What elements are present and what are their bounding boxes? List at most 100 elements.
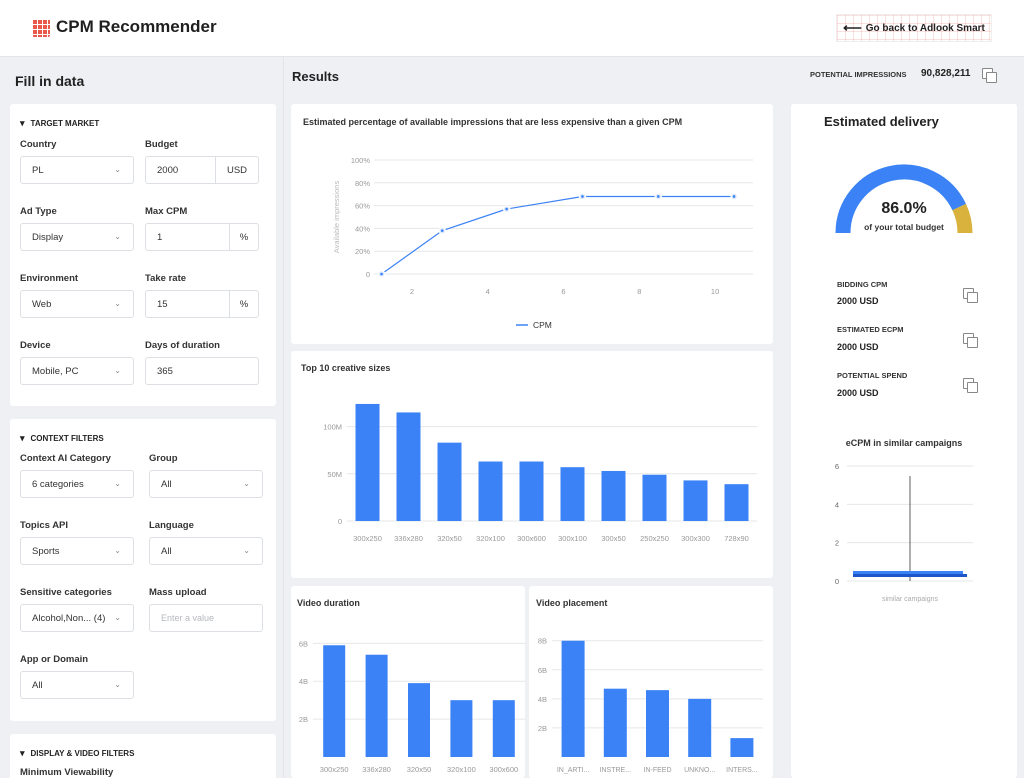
bar [437,442,462,521]
group-select[interactable]: All ⌄ [149,470,263,498]
app-domain-select[interactable]: All ⌄ [20,671,134,699]
chevron-down-icon: ⌄ [243,479,250,488]
panel-title: Fill in data [15,73,85,89]
copy-icon[interactable] [982,68,997,83]
x-tick-label: 300x600 [489,765,518,774]
max-cpm-input[interactable]: 1 % [145,223,259,251]
app-domain-label: App or Domain [20,654,89,665]
bar [683,480,708,521]
ad-type-select[interactable]: Display ⌄ [20,223,134,251]
copy-icon[interactable] [963,288,978,303]
x-tick-label: 300x50 [601,534,626,543]
fill-in-data-panel: Fill in data ▾ TARGET MARKET Country PL … [0,57,284,778]
copy-icon[interactable] [963,333,978,348]
bar [560,467,585,521]
sensitive-select[interactable]: Alcohol,Non... (4) ⌄ [20,604,134,632]
x-tick-label: INSTRE... [600,767,632,774]
results-title: Results [292,69,339,84]
display-video-toggle[interactable]: ▾ DISPLAY & VIDEO FILTERS [20,748,135,758]
group-label: Group [149,453,178,464]
bar [730,738,754,757]
language-select[interactable]: All ⌄ [149,537,263,565]
y-tick-label: 40% [355,224,370,233]
min-viewability-label: Minimum Viewability [20,767,114,778]
take-rate-input[interactable]: 15 % [145,290,259,318]
video-placement-chart: 2B 4B 6B 8B IN_ARTI... INSTRE... IN-FEED UNKNO.… [538,637,763,774]
x-tick-label: 300x600 [517,534,546,543]
gauge-filled-arc [835,164,966,234]
y-tick-label: 2 [835,539,839,548]
chevron-down-icon: ▾ [20,748,25,758]
x-tick-label: 250x250 [640,534,669,543]
bar [492,700,515,757]
ecpm-chart-title: eCPM in similar campaigns [845,438,963,448]
y-tick-label: 60% [355,202,370,211]
chevron-down-icon: ⌄ [114,165,121,174]
x-tick-label: 300x100 [558,534,587,543]
legend-label: CPM [533,320,552,330]
max-cpm-label: Max CPM [145,206,188,217]
creative-sizes-panel: Top 10 creative sizes 0 50M 100M 300x250 336… [291,351,773,578]
y-tick-label: 4 [835,500,839,509]
estimated-delivery-title: Estimated delivery [824,114,939,129]
bar [408,683,430,757]
y-tick-label: 100M [323,423,342,432]
bar [724,484,749,521]
y-tick-label: 8B [538,637,547,646]
y-tick-label: 80% [355,179,370,188]
environment-label: Environment [20,273,79,284]
max-cpm-unit: % [229,224,258,250]
x-tick-label: 728x90 [724,534,749,543]
bar [323,645,346,757]
country-select[interactable]: PL ⌄ [20,156,134,184]
x-tick-label: similar campaigns [882,596,939,603]
ad-type-label: Ad Type [20,206,57,217]
video-duration-title: Video duration [297,598,360,608]
bar [478,461,503,521]
ai-category-select[interactable]: 6 categories ⌄ [20,470,134,498]
x-tick-label: 320x50 [407,765,432,774]
app-title: CPM Recommender [56,17,217,36]
topics-select[interactable]: Sports ⌄ [20,537,134,565]
duration-input[interactable]: 365 [145,357,259,385]
chevron-down-icon: ⌄ [243,546,250,555]
chevron-down-icon: ⌄ [114,479,121,488]
potential-spend-label: POTENTIAL SPEND [837,371,908,380]
y-tick-label: 2B [299,715,308,724]
device-select[interactable]: Mobile, PC ⌄ [20,357,134,385]
potential-impressions-label: POTENTIAL IMPRESSIONS [810,70,907,79]
ai-category-label: Context AI Category [20,453,111,464]
environment-select[interactable]: Web ⌄ [20,290,134,318]
take-rate-label: Take rate [145,273,187,284]
context-filters-toggle[interactable]: ▾ CONTEXT FILTERS [20,433,104,443]
bidding-cpm-value: 2000 USD [837,296,879,306]
mass-upload-input[interactable]: Enter a value [149,604,263,632]
arrow-left-icon: ⟵ [843,20,862,35]
y-tick-label: 0 [366,270,370,279]
budget-input[interactable]: 2000 USD [145,156,259,184]
bar [646,690,669,757]
bar [365,654,388,757]
video-placement-title: Video placement [536,598,608,608]
y-tick-label: 4B [538,695,547,704]
topics-label: Topics API [20,520,69,531]
cpm-line-chart: 0 20% 40% 60% 80% 100% 2 4 6 8 10 Available impress… [332,156,753,330]
video-duration-panel: Video duration 2B 4B 6B 300x250 336x280 320x5… [291,586,525,778]
creative-sizes-chart: 0 50M 100M 300x250 336x280 320x50 320x100 300x6… [323,403,757,543]
data-point-center [440,229,444,232]
x-tick-label: 300x250 [353,534,382,543]
chevron-down-icon: ▾ [20,118,25,128]
bar [519,461,544,521]
y-tick-label: 2B [538,724,547,733]
target-market-toggle[interactable]: ▾ TARGET MARKET [20,118,100,128]
data-point-center [656,195,660,198]
x-tick-label: IN_ARTI... [557,767,590,774]
x-tick-label: 8 [637,287,641,296]
estimated-delivery-panel: Estimated delivery 86.0% of your total b… [791,104,1017,778]
chevron-down-icon: ⌄ [114,299,121,308]
copy-icon[interactable] [963,378,978,393]
back-to-adlook-button[interactable]: ⟵ Go back to Adlook Smart [836,14,992,42]
chevron-down-icon: ⌄ [114,680,121,689]
x-tick-label: 320x100 [476,534,505,543]
y-axis-label: Available impressions [332,181,341,254]
